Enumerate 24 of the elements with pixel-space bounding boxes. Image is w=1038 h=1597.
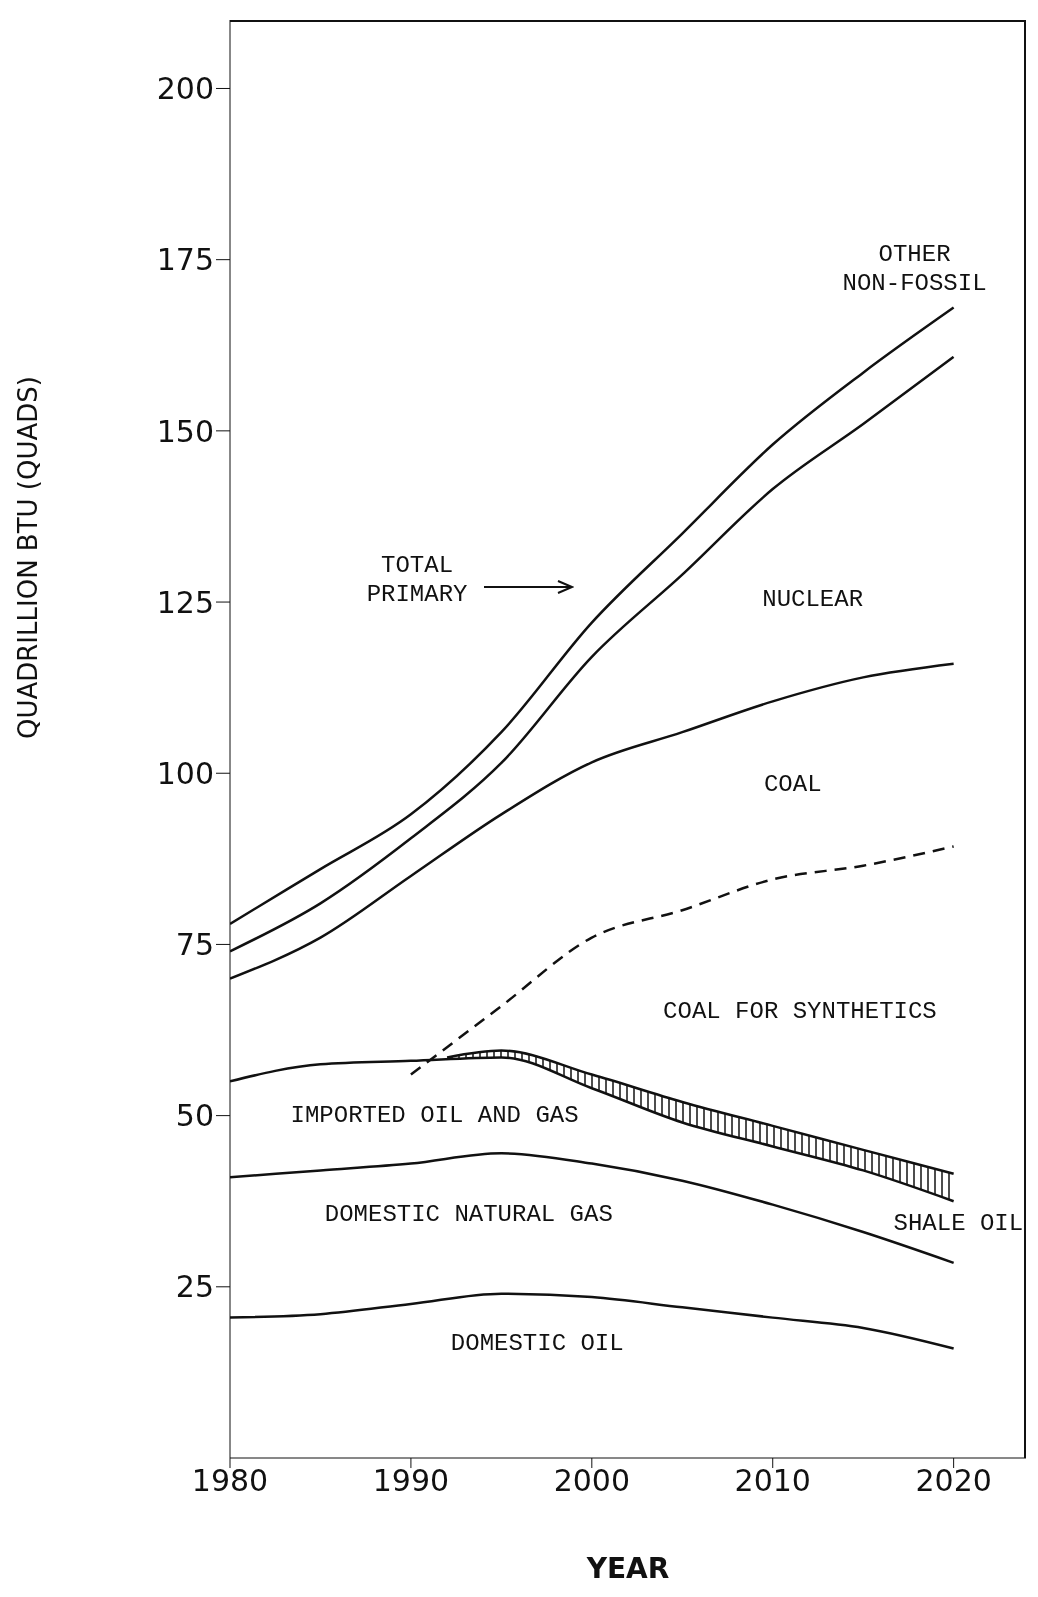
x-tick-label: 1990 xyxy=(372,1463,450,1499)
annotation: OTHER NON-FOSSIL xyxy=(842,241,987,299)
y-tick-label: 200 xyxy=(156,71,214,107)
annotation: DOMESTIC NATURAL GAS xyxy=(324,1200,613,1230)
annotation: DOMESTIC OIL xyxy=(450,1329,624,1359)
y-tick-label: 50 xyxy=(175,1098,214,1134)
x-tick-label: 2020 xyxy=(915,1463,992,1499)
x-tick-label: 2000 xyxy=(553,1463,630,1499)
annotation: COAL xyxy=(763,770,822,800)
annotation: COAL FOR SYNTHETICS xyxy=(663,997,937,1027)
x-tick-label: 1980 xyxy=(191,1463,269,1499)
x-tick-label: 2010 xyxy=(734,1463,811,1499)
y-tick-label: 175 xyxy=(156,242,214,278)
y-tick-label: 75 xyxy=(175,927,214,963)
annotation: TOTAL PRIMARY xyxy=(366,552,468,610)
y-tick-label: 150 xyxy=(156,413,214,449)
y-tick-label: 25 xyxy=(175,1269,214,1305)
y-tick-label: 100 xyxy=(156,755,214,791)
annotation: IMPORTED OIL AND GAS xyxy=(290,1101,579,1131)
annotation: SHALE OIL xyxy=(893,1209,1024,1238)
x-axis-title: YEAR xyxy=(585,1552,670,1585)
annotation: NUCLEAR xyxy=(762,585,864,614)
y-axis-title: QUADRILLION BTU (QUADS) xyxy=(13,376,44,739)
y-tick-label: 125 xyxy=(156,584,214,620)
